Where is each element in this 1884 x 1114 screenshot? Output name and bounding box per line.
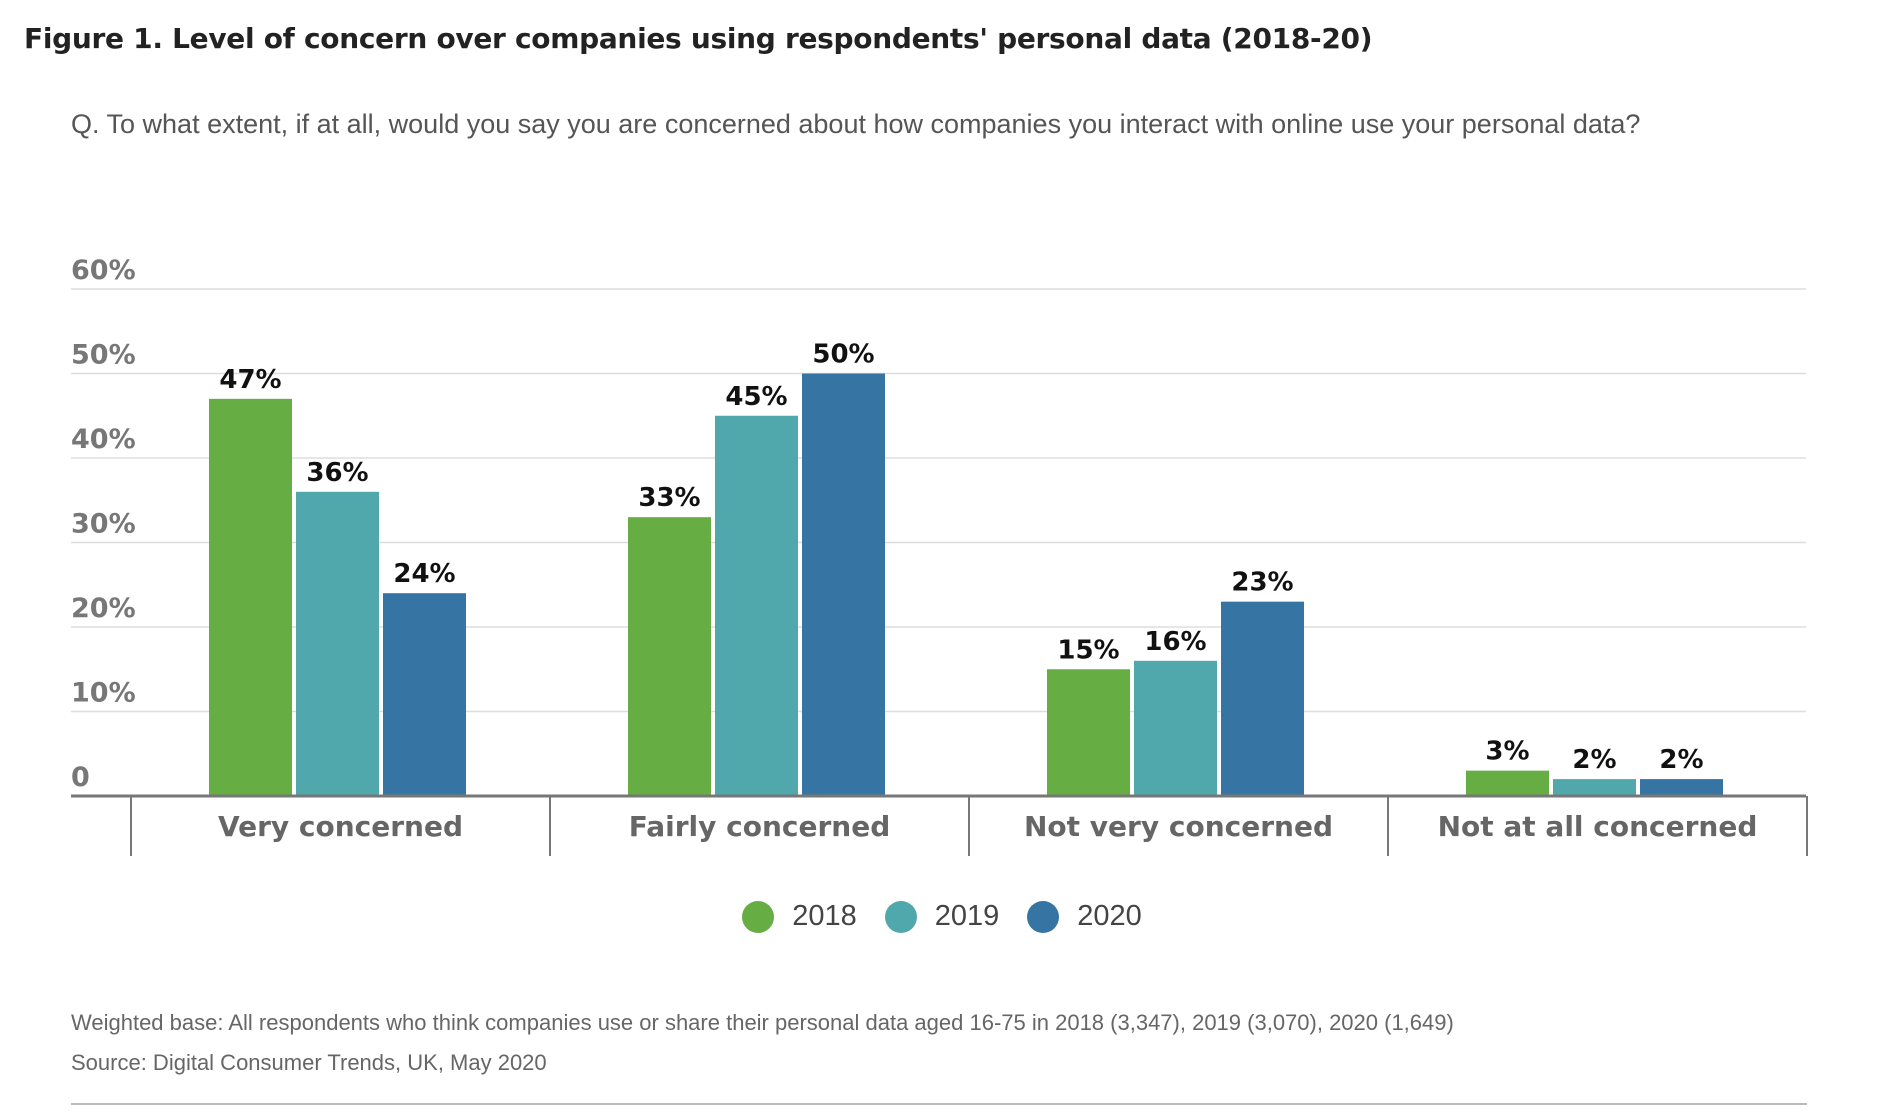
bar-value-label: 2% — [1572, 745, 1616, 775]
legend-swatch-2020 — [1027, 900, 1060, 933]
bar-value-label: 50% — [812, 340, 874, 370]
bar-2018-3 — [1466, 770, 1549, 796]
bar-2020-3 — [1640, 779, 1723, 796]
bar-value-label: 47% — [219, 365, 281, 395]
bars — [209, 373, 1723, 796]
y-tick-label: 10% — [71, 678, 136, 709]
bar-2020-0 — [383, 593, 466, 796]
bar-2018-1 — [628, 517, 711, 796]
legend-swatch-2018 — [742, 900, 775, 933]
bar-2019-0 — [296, 491, 379, 796]
y-tick-label: 20% — [71, 593, 136, 624]
legend-label-2020: 2020 — [1077, 900, 1142, 932]
category-labels: Very concerned Fairly concerned Not very c… — [218, 810, 1757, 843]
bar-2019-3 — [1553, 779, 1636, 796]
bottom-divider — [71, 1103, 1807, 1105]
y-tick-label: 60% — [71, 255, 136, 286]
bar-2019-2 — [1134, 660, 1217, 796]
legend-label-2019: 2019 — [934, 900, 1000, 932]
legend-item-2018: 2018 — [742, 900, 857, 933]
bar-2020-2 — [1221, 601, 1304, 796]
bar-value-label: 23% — [1231, 568, 1293, 598]
figure-title: Figure 1. Level of concern over companie… — [24, 22, 1373, 55]
category-label: Very concerned — [218, 810, 463, 843]
bar-value-label: 45% — [725, 382, 787, 412]
bar-value-label: 15% — [1057, 635, 1119, 665]
survey-question: Q. To what extent, if at all, would you … — [71, 109, 1641, 139]
category-label: Not at all concerned — [1438, 810, 1758, 843]
y-tick-label: 0 — [71, 762, 90, 793]
legend-item-2020: 2020 — [1027, 900, 1142, 933]
weighted-base-note: Weighted base: All respondents who think… — [71, 1010, 1454, 1035]
source-note: Source: Digital Consumer Trends, UK, May… — [71, 1050, 547, 1075]
y-tick-label: 50% — [71, 340, 136, 371]
y-tick-label: 30% — [71, 509, 136, 540]
bar-value-label: 16% — [1144, 627, 1206, 657]
bar-value-label: 36% — [306, 458, 368, 488]
legend-label-2018: 2018 — [792, 900, 857, 932]
category-label: Fairly concerned — [629, 810, 891, 843]
y-axis-ticks: 0 10% 20% 30% 40% 50% 60% — [71, 255, 136, 793]
legend: 2018 2019 2020 — [0, 900, 1884, 933]
bar-2018-0 — [209, 398, 292, 796]
category-label: Not very concerned — [1024, 810, 1333, 843]
x-axis — [71, 794, 1808, 856]
bar-2020-1 — [802, 373, 885, 796]
bar-value-label: 3% — [1485, 737, 1529, 767]
y-tick-label: 40% — [71, 424, 136, 455]
legend-item-2019: 2019 — [884, 900, 1000, 933]
bar-value-label: 33% — [638, 483, 700, 513]
legend-swatch-2019 — [884, 900, 917, 933]
bar-value-label: 2% — [1659, 745, 1703, 775]
bar-value-labels: 47% 36% 24% 33% 45% 50% 15% 16% 23% 3% 2% 2% — [219, 340, 1703, 776]
bar-chart: 0 10% 20% 30% 40% 50% 60% 47% 36% 24% 33% 45% 50% 15… — [71, 255, 1808, 856]
bar-2019-1 — [715, 415, 798, 796]
bar-2018-2 — [1047, 669, 1130, 796]
bar-value-label: 24% — [393, 559, 455, 589]
